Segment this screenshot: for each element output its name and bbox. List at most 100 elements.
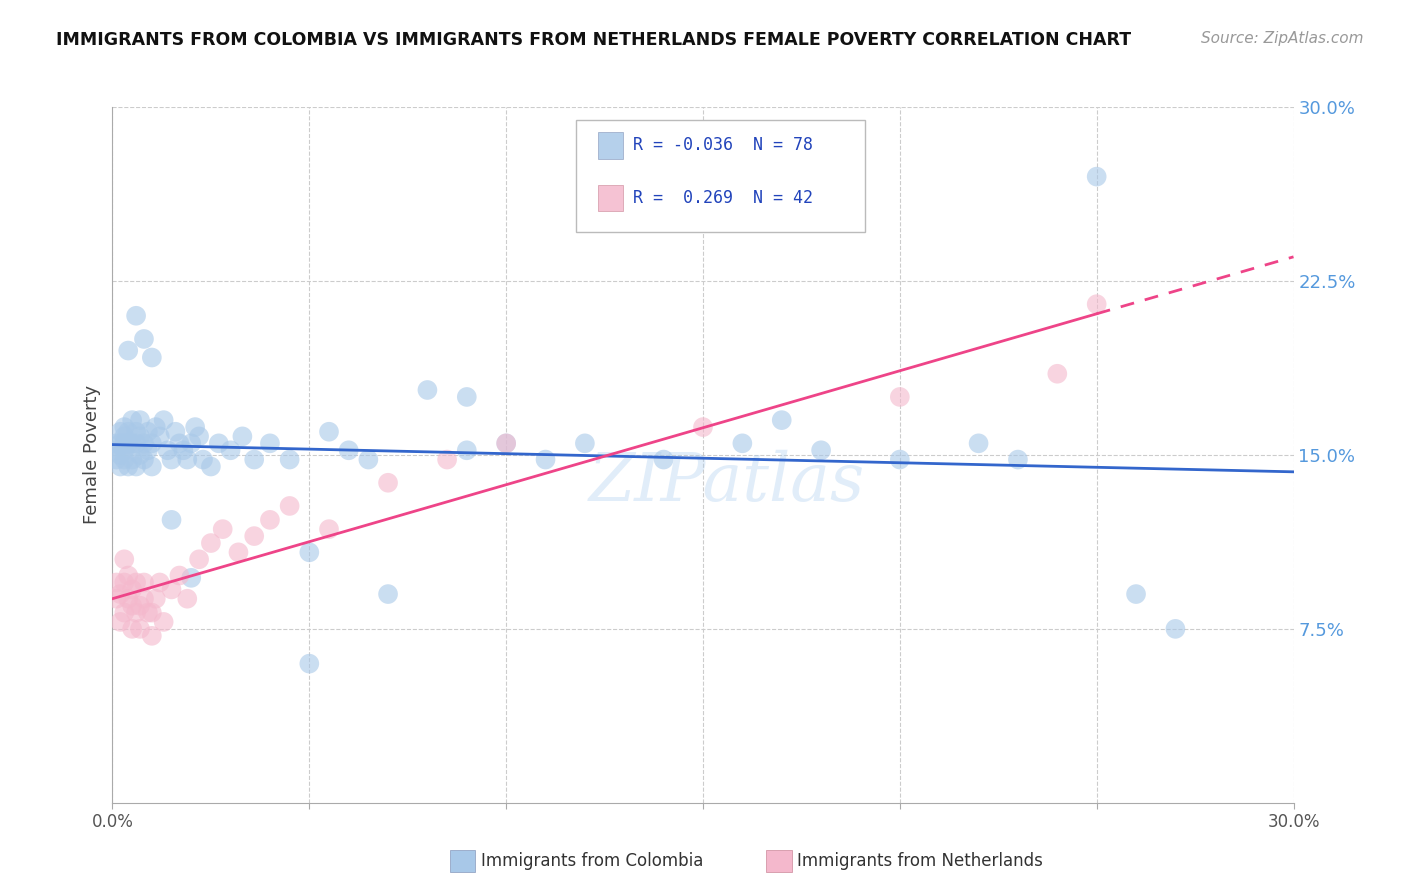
Point bbox=[112, 552, 135, 566]
Y-axis label: Female Poverty: Female Poverty bbox=[83, 385, 101, 524]
Point bbox=[132, 436, 155, 450]
Point bbox=[117, 436, 139, 450]
Point bbox=[117, 568, 139, 582]
Text: Immigrants from Colombia: Immigrants from Colombia bbox=[481, 852, 703, 871]
Point bbox=[129, 448, 152, 462]
Point bbox=[105, 575, 128, 590]
Point bbox=[180, 436, 202, 450]
Point bbox=[1085, 169, 1108, 184]
Point bbox=[208, 436, 231, 450]
Point bbox=[112, 452, 135, 467]
Point bbox=[125, 606, 148, 620]
Text: Source: ZipAtlas.com: Source: ZipAtlas.com bbox=[1201, 31, 1364, 46]
Point bbox=[125, 425, 148, 439]
Point bbox=[145, 591, 167, 606]
Point bbox=[160, 452, 183, 467]
Point bbox=[105, 443, 128, 458]
Point bbox=[136, 443, 159, 458]
Point bbox=[1046, 367, 1069, 381]
Point bbox=[112, 429, 135, 443]
Point bbox=[534, 452, 557, 467]
Point bbox=[110, 587, 132, 601]
Point bbox=[132, 332, 155, 346]
Point bbox=[1125, 587, 1147, 601]
Text: R =  0.269  N = 42: R = 0.269 N = 42 bbox=[633, 189, 813, 207]
Point bbox=[117, 343, 139, 358]
Point bbox=[1007, 452, 1029, 467]
Point bbox=[105, 436, 128, 450]
Point bbox=[117, 459, 139, 474]
Point bbox=[243, 452, 266, 467]
Point bbox=[112, 436, 135, 450]
Point bbox=[141, 351, 163, 365]
Point bbox=[188, 429, 211, 443]
Point bbox=[456, 443, 478, 458]
Point bbox=[125, 459, 148, 474]
Point bbox=[121, 452, 143, 467]
Text: IMMIGRANTS FROM COLOMBIA VS IMMIGRANTS FROM NETHERLANDS FEMALE POVERTY CORRELATI: IMMIGRANTS FROM COLOMBIA VS IMMIGRANTS F… bbox=[56, 31, 1132, 49]
Point bbox=[188, 552, 211, 566]
Point bbox=[125, 436, 148, 450]
Point bbox=[259, 513, 281, 527]
Point bbox=[121, 436, 143, 450]
Point bbox=[967, 436, 990, 450]
Point bbox=[141, 606, 163, 620]
Point bbox=[136, 425, 159, 439]
Point bbox=[129, 413, 152, 427]
Point bbox=[129, 429, 152, 443]
Point bbox=[129, 622, 152, 636]
Point bbox=[156, 443, 179, 458]
Point bbox=[652, 452, 675, 467]
Point bbox=[165, 425, 187, 439]
Point bbox=[456, 390, 478, 404]
Point bbox=[231, 429, 253, 443]
Point bbox=[184, 420, 207, 434]
Point bbox=[125, 575, 148, 590]
Point bbox=[200, 459, 222, 474]
Point bbox=[112, 420, 135, 434]
Point bbox=[149, 575, 172, 590]
Point bbox=[337, 443, 360, 458]
Point bbox=[318, 522, 340, 536]
Point bbox=[731, 436, 754, 450]
Point bbox=[149, 429, 172, 443]
Point bbox=[129, 599, 152, 613]
Point bbox=[172, 443, 194, 458]
Point bbox=[110, 425, 132, 439]
Point bbox=[191, 452, 214, 467]
Point bbox=[298, 657, 321, 671]
Point bbox=[259, 436, 281, 450]
Point bbox=[105, 591, 128, 606]
Point bbox=[152, 615, 174, 629]
Point bbox=[1164, 622, 1187, 636]
Point bbox=[121, 622, 143, 636]
Point bbox=[770, 413, 793, 427]
Point bbox=[110, 436, 132, 450]
Point bbox=[436, 452, 458, 467]
Point bbox=[132, 591, 155, 606]
Point bbox=[495, 436, 517, 450]
Point bbox=[211, 522, 233, 536]
Point bbox=[200, 536, 222, 550]
Point bbox=[574, 436, 596, 450]
Point bbox=[110, 448, 132, 462]
Point bbox=[318, 425, 340, 439]
Point bbox=[176, 452, 198, 467]
Point bbox=[141, 459, 163, 474]
Point bbox=[110, 615, 132, 629]
Point bbox=[105, 452, 128, 467]
Point bbox=[169, 568, 191, 582]
Point bbox=[160, 582, 183, 597]
Point bbox=[145, 420, 167, 434]
Point bbox=[692, 420, 714, 434]
Point bbox=[377, 475, 399, 490]
Point bbox=[117, 425, 139, 439]
Point bbox=[132, 575, 155, 590]
Point bbox=[169, 436, 191, 450]
Point bbox=[377, 587, 399, 601]
Point bbox=[495, 436, 517, 450]
Point bbox=[125, 309, 148, 323]
Point bbox=[160, 513, 183, 527]
Point bbox=[112, 575, 135, 590]
Point bbox=[176, 591, 198, 606]
